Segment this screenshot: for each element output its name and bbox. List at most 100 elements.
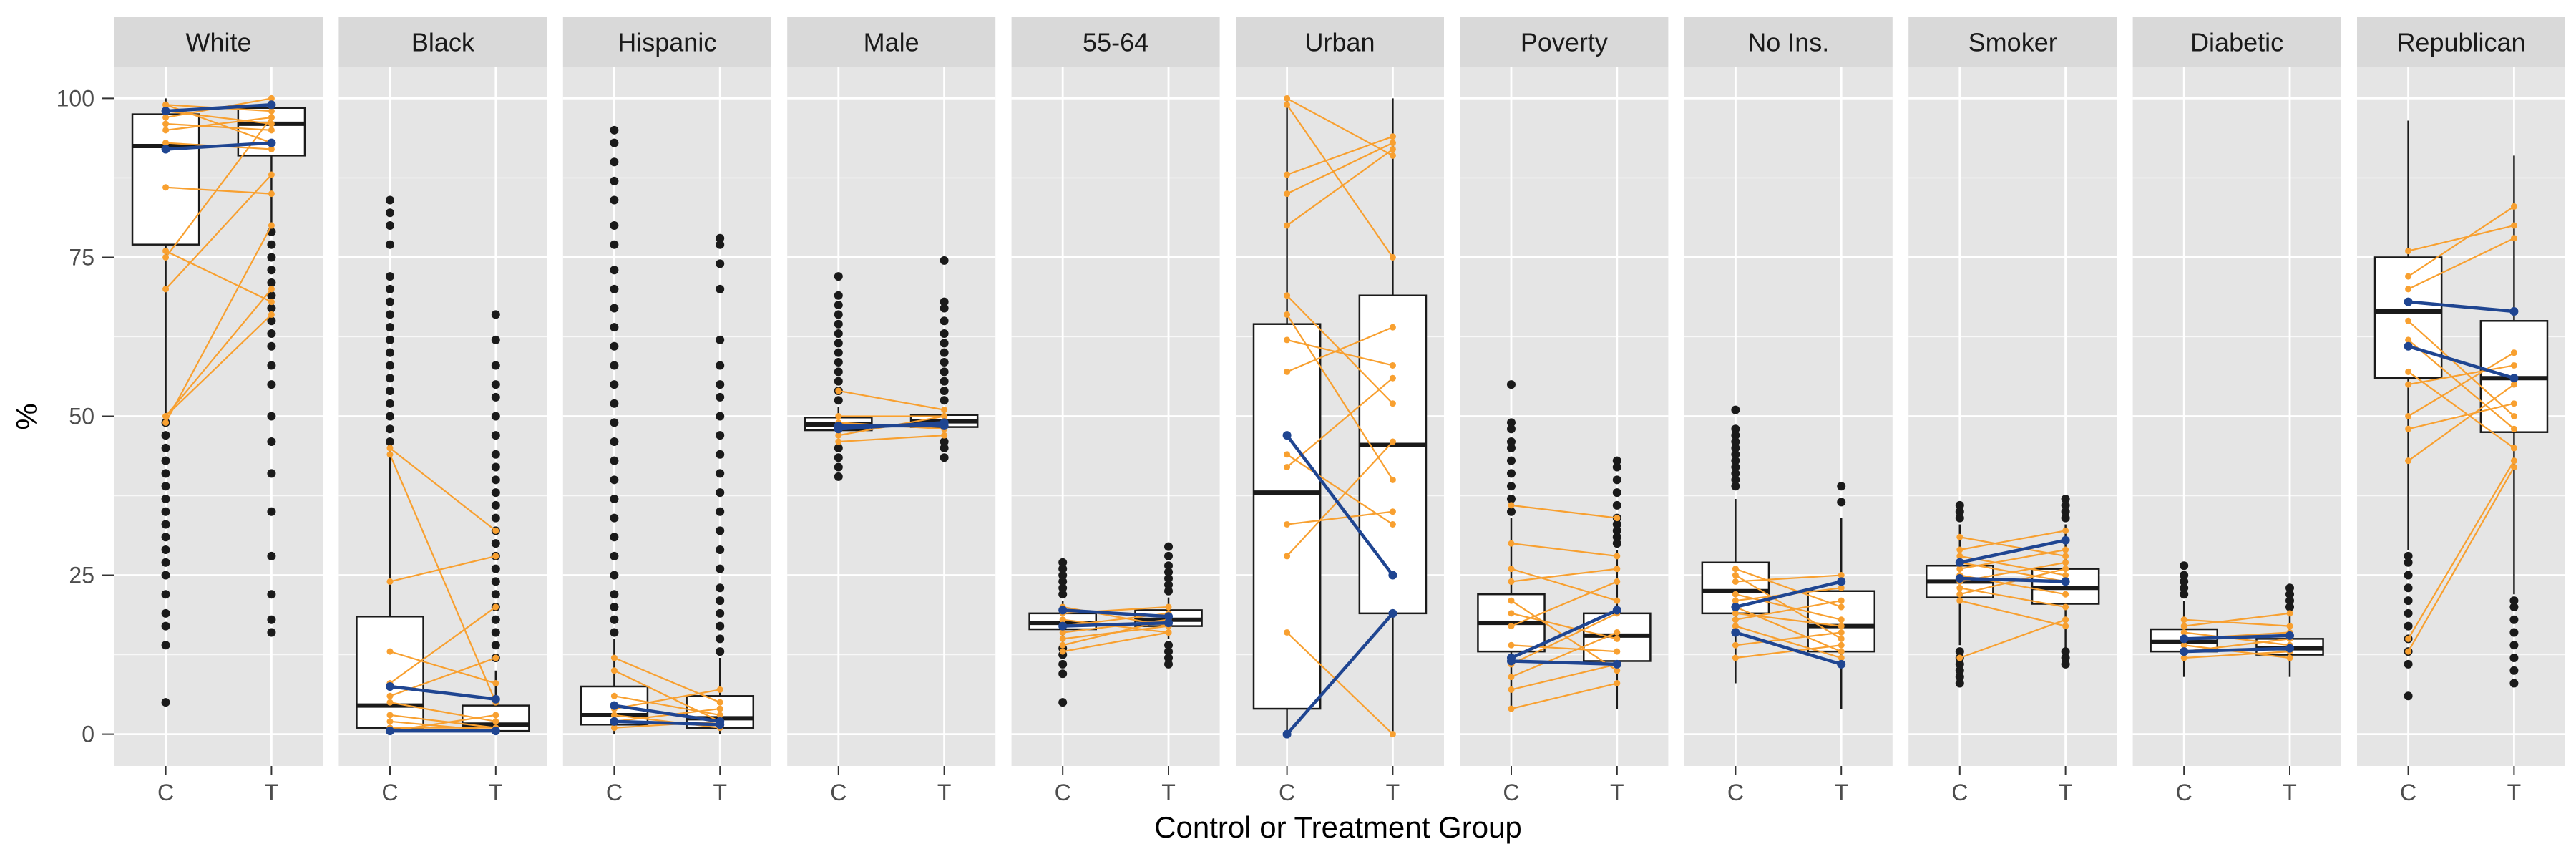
pair-line <box>2184 612 2290 627</box>
outlier-point <box>940 339 949 348</box>
pair-point <box>2180 616 2187 623</box>
outlier-point <box>491 615 500 624</box>
pair-point <box>1389 361 1396 369</box>
highlight-pair-line <box>1063 608 1169 618</box>
pair-line <box>1511 644 1617 653</box>
pair-point <box>1732 597 1739 604</box>
pair-point <box>2405 425 2412 432</box>
outlier-point <box>491 475 500 485</box>
pair-point <box>1059 635 1066 642</box>
pair-point <box>2405 381 2412 388</box>
outlier-point <box>610 361 619 370</box>
outlier-point <box>940 437 949 447</box>
pair-point <box>386 699 394 706</box>
pair-point <box>716 699 723 706</box>
box <box>1252 323 1322 710</box>
x-axis-title: Control or Treatment Group <box>1154 810 1522 844</box>
pair-point <box>1838 641 1845 649</box>
outlier-point <box>1731 405 1740 414</box>
pair-line <box>1511 581 1618 627</box>
pair-point <box>268 286 275 293</box>
highlight-pair-point <box>1388 608 1397 618</box>
outlier-point <box>1058 669 1068 679</box>
outlier-point <box>610 494 619 503</box>
outlier-point <box>1837 482 1846 491</box>
outlier-point <box>2509 641 2519 650</box>
highlight-pair-line <box>1285 612 1395 736</box>
outlier-point <box>267 240 276 249</box>
pair-point <box>1614 553 1621 560</box>
pair-point <box>1389 400 1396 407</box>
pair-line <box>1287 135 1393 176</box>
pair-point <box>492 654 499 661</box>
facet-strip <box>1011 17 1220 67</box>
pair-point <box>1838 648 1845 655</box>
outlier-point <box>1955 513 1964 523</box>
facet-panel: 55-64 C T <box>1011 17 1220 805</box>
pair-point <box>1732 623 1739 630</box>
pair-line <box>1287 97 1393 157</box>
pair-point <box>2286 610 2293 617</box>
pair-point <box>1956 584 1963 591</box>
outlier-point <box>385 437 394 447</box>
pair-point <box>835 438 842 445</box>
outlier-point <box>385 386 394 395</box>
pair-point <box>610 654 618 661</box>
outlier-point <box>1164 568 1174 577</box>
pair-point <box>2510 203 2517 210</box>
outlier-point <box>161 431 170 440</box>
pair-point <box>2286 654 2293 661</box>
pair-point <box>1732 572 1739 579</box>
outlier-point <box>491 462 500 472</box>
highlight-pair-line <box>1735 631 1842 666</box>
pair-line <box>1511 543 1617 557</box>
pair-line <box>1287 326 1393 373</box>
pair-point <box>1614 667 1621 674</box>
outlier-point <box>1612 462 1621 472</box>
pair-point <box>386 445 394 452</box>
outlier-point <box>716 621 725 631</box>
pair-point <box>268 171 275 178</box>
outlier-point <box>2285 590 2295 599</box>
pair-point <box>2510 400 2517 407</box>
outlier-point <box>1955 647 1964 656</box>
outlier-point <box>940 386 949 395</box>
facet-strip <box>1236 17 1444 67</box>
pair-point <box>1732 610 1739 617</box>
highlight-pair-point <box>1058 606 1068 615</box>
outlier-point <box>2509 602 2519 611</box>
pair-point <box>941 407 948 414</box>
pair-point <box>2062 616 2069 623</box>
pair-point <box>2510 222 2517 229</box>
outlier-point <box>610 437 619 447</box>
outlier-point <box>610 284 619 293</box>
outlier-point <box>161 590 170 599</box>
pair-line <box>2408 402 2514 430</box>
pair-point <box>1389 324 1396 331</box>
outlier-point <box>2404 608 2413 618</box>
outlier-point <box>2061 494 2070 503</box>
pair-point <box>1614 566 1621 573</box>
outlier-point <box>267 361 276 370</box>
pair-line <box>1286 314 1394 480</box>
pair-point <box>2062 623 2069 630</box>
highlight-pair-line <box>165 103 272 113</box>
highlight-pair-line <box>165 141 272 151</box>
highlight-pair-point <box>1164 612 1174 621</box>
pair-point <box>1956 566 1963 573</box>
highlight-pair-line <box>2407 344 2515 380</box>
outlier-point <box>940 329 949 339</box>
box <box>131 113 200 246</box>
pair-line <box>165 314 273 417</box>
outlier-point <box>385 412 394 421</box>
outlier-point <box>267 590 276 599</box>
facet-strip <box>562 17 771 67</box>
outlier-point <box>610 551 619 560</box>
outlier-point <box>716 450 725 459</box>
pair-point <box>2286 623 2293 630</box>
pair-point <box>2062 527 2069 534</box>
outlier-point <box>834 443 843 452</box>
outlier-point <box>161 558 170 567</box>
pair-line <box>1287 142 1393 195</box>
outlier-point <box>491 500 500 510</box>
